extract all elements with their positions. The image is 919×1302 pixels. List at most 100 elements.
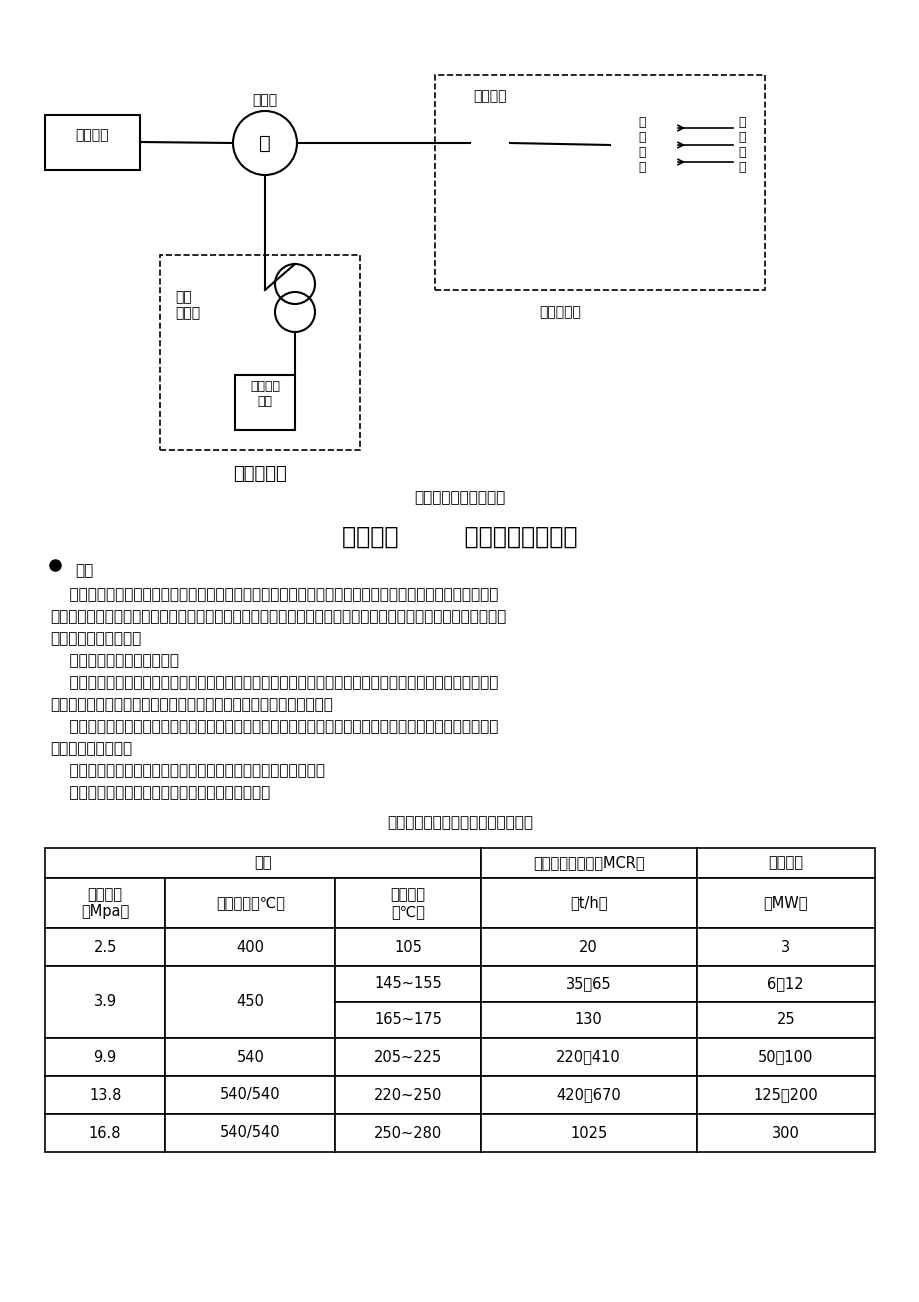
- Bar: [335, 966, 481, 1003]
- Text: 蒸汽压力
（Mpa）: 蒸汽压力 （Mpa）: [81, 887, 130, 919]
- Bar: [696, 1075, 874, 1115]
- Text: 2.5: 2.5: [94, 940, 117, 954]
- Text: 3.9: 3.9: [94, 995, 117, 1009]
- Text: 励磁装置: 励磁装置: [75, 129, 109, 142]
- Text: 自动化程度高等特点。: 自动化程度高等特点。: [50, 631, 142, 646]
- Text: （MW）: （MW）: [763, 896, 807, 910]
- Text: 25: 25: [776, 1013, 794, 1027]
- Bar: [165, 928, 335, 966]
- Text: 厂用
变压器: 厂用 变压器: [175, 290, 200, 320]
- Text: 燃料和规定的热效率情况下，锅炉所能达到的蒸发量称作额定蒸发量。: 燃料和规定的热效率情况下，锅炉所能达到的蒸发量称作额定蒸发量。: [50, 697, 333, 712]
- Bar: [45, 115, 140, 171]
- Bar: [165, 878, 335, 928]
- Bar: [45, 878, 165, 928]
- Text: 对于装有再热器的锅炉，锅炉蒸汽参数还应包括再热蒸汽参数。: 对于装有再热器的锅炉，锅炉蒸汽参数还应包括再热蒸汽参数。: [50, 763, 324, 779]
- Text: 发电厂电气系统示意图: 发电厂电气系统示意图: [414, 490, 505, 505]
- Text: 热蒸汽压力和温度。: 热蒸汽压力和温度。: [50, 741, 132, 756]
- Bar: [45, 1115, 165, 1152]
- Text: （t/h）: （t/h）: [569, 896, 607, 910]
- Text: 3: 3: [780, 940, 789, 954]
- Text: 9.9: 9.9: [94, 1049, 117, 1065]
- Bar: [160, 255, 359, 450]
- Text: 540/540: 540/540: [220, 1125, 280, 1141]
- Text: 450: 450: [236, 995, 264, 1009]
- Bar: [335, 1115, 481, 1152]
- Bar: [435, 76, 765, 290]
- Bar: [335, 928, 481, 966]
- Text: 420，670: 420，670: [556, 1087, 620, 1103]
- Text: 我国电厂锅炉的蒸汽参数及容量系列: 我国电厂锅炉的蒸汽参数及容量系列: [387, 815, 532, 829]
- Bar: [696, 1038, 874, 1075]
- Bar: [45, 1075, 165, 1115]
- Bar: [481, 1003, 696, 1038]
- Bar: [165, 1038, 335, 1075]
- Text: 一、电厂锅炉的容量和参数: 一、电厂锅炉的容量和参数: [50, 654, 179, 668]
- Bar: [696, 1115, 874, 1152]
- Bar: [45, 848, 481, 878]
- Text: 锅炉容量即锅炉的蒸发量，指锅炉每小时所产生的蒸汽量。在保持额定蒸汽压力、额定蒸汽温度、使用设计: 锅炉容量即锅炉的蒸发量，指锅炉每小时所产生的蒸汽量。在保持额定蒸汽压力、额定蒸汽…: [50, 674, 498, 690]
- Text: 电厂锅炉的额定参数是指额定蒸汽压力和额定蒸汽温度。所谓蒸汽压力和温度是指过热器主汽阀出口处的过: 电厂锅炉的额定参数是指额定蒸汽压力和额定蒸汽温度。所谓蒸汽压力和温度是指过热器主…: [50, 719, 498, 734]
- Text: 220~250: 220~250: [373, 1087, 442, 1103]
- Text: 蒸汽温度（℃）: 蒸汽温度（℃）: [216, 896, 285, 910]
- Bar: [165, 966, 335, 1038]
- Text: 540/540: 540/540: [220, 1087, 280, 1103]
- Text: 低压配电
装置: 低压配电 装置: [250, 380, 279, 408]
- Text: 220，410: 220，410: [556, 1049, 620, 1065]
- Bar: [481, 1075, 696, 1115]
- Text: 130: 130: [574, 1013, 602, 1027]
- Bar: [481, 848, 696, 878]
- Text: 给水温度
（℃）: 给水温度 （℃）: [391, 887, 425, 919]
- Bar: [481, 928, 696, 966]
- Text: 参数: 参数: [254, 855, 271, 871]
- Text: 540: 540: [236, 1049, 264, 1065]
- Text: 主变压器: 主变压器: [472, 89, 506, 103]
- Text: 输
电
线
路: 输 电 线 路: [737, 116, 744, 174]
- Text: 50，100: 50，100: [757, 1049, 812, 1065]
- Text: 400: 400: [236, 940, 264, 954]
- Bar: [165, 1075, 335, 1115]
- Text: 升压变电所: 升压变电所: [539, 305, 580, 319]
- Text: 125，200: 125，200: [753, 1087, 817, 1103]
- Text: ～: ～: [259, 134, 270, 152]
- Bar: [481, 878, 696, 928]
- Text: 最大连续蒸发量（MCR）: 最大连续蒸发量（MCR）: [532, 855, 644, 871]
- Bar: [481, 1115, 696, 1152]
- Text: 300: 300: [771, 1125, 799, 1141]
- Bar: [696, 928, 874, 966]
- Text: 1025: 1025: [570, 1125, 607, 1141]
- Bar: [335, 1075, 481, 1115]
- Text: 配
电
装
置: 配 电 装 置: [638, 116, 645, 174]
- Text: 发电机: 发电机: [252, 92, 278, 107]
- Text: 16.8: 16.8: [89, 1125, 121, 1141]
- Text: 35，65: 35，65: [565, 976, 611, 992]
- Text: 165~175: 165~175: [374, 1013, 442, 1027]
- Bar: [45, 1038, 165, 1075]
- Text: 20: 20: [579, 940, 597, 954]
- Text: 105: 105: [393, 940, 422, 954]
- Bar: [45, 928, 165, 966]
- Bar: [234, 375, 295, 430]
- Text: 250~280: 250~280: [374, 1125, 442, 1141]
- Bar: [609, 108, 675, 184]
- Bar: [335, 878, 481, 928]
- Bar: [481, 1038, 696, 1075]
- Text: 压力和温度的蒸汽，供汽轮发电机组发电。电厂锅炉与其他行业所用锅炉相比，具有容量大、参数高、结构复杂、: 压力和温度的蒸汽，供汽轮发电机组发电。电厂锅炉与其他行业所用锅炉相比，具有容量大…: [50, 609, 505, 624]
- Bar: [696, 1003, 874, 1038]
- Text: 我国电厂锅炉的蒸汽参数及容量系列如下表所示。: 我国电厂锅炉的蒸汽参数及容量系列如下表所示。: [50, 785, 270, 799]
- Text: 锅炉是火力发电厂中主要设备之一。它的作用是使燃料在炉膛中燃烧放热，并将热量传给工质，以产生一定: 锅炉是火力发电厂中主要设备之一。它的作用是使燃料在炉膛中燃烧放热，并将热量传给工…: [50, 587, 498, 602]
- Bar: [481, 966, 696, 1003]
- Text: 锅炉: 锅炉: [75, 562, 93, 578]
- Text: 13.8: 13.8: [89, 1087, 121, 1103]
- Text: 第三部分        电厂主要设备介绍: 第三部分 电厂主要设备介绍: [342, 525, 577, 549]
- Text: 6，12: 6，12: [766, 976, 803, 992]
- Bar: [696, 878, 874, 928]
- Bar: [165, 1115, 335, 1152]
- Bar: [335, 1003, 481, 1038]
- Bar: [45, 966, 165, 1038]
- Bar: [696, 848, 874, 878]
- Text: 发电功率: 发电功率: [767, 855, 802, 871]
- Text: 205~225: 205~225: [374, 1049, 442, 1065]
- Text: 145~155: 145~155: [374, 976, 441, 992]
- Bar: [696, 966, 874, 1003]
- Bar: [335, 1038, 481, 1075]
